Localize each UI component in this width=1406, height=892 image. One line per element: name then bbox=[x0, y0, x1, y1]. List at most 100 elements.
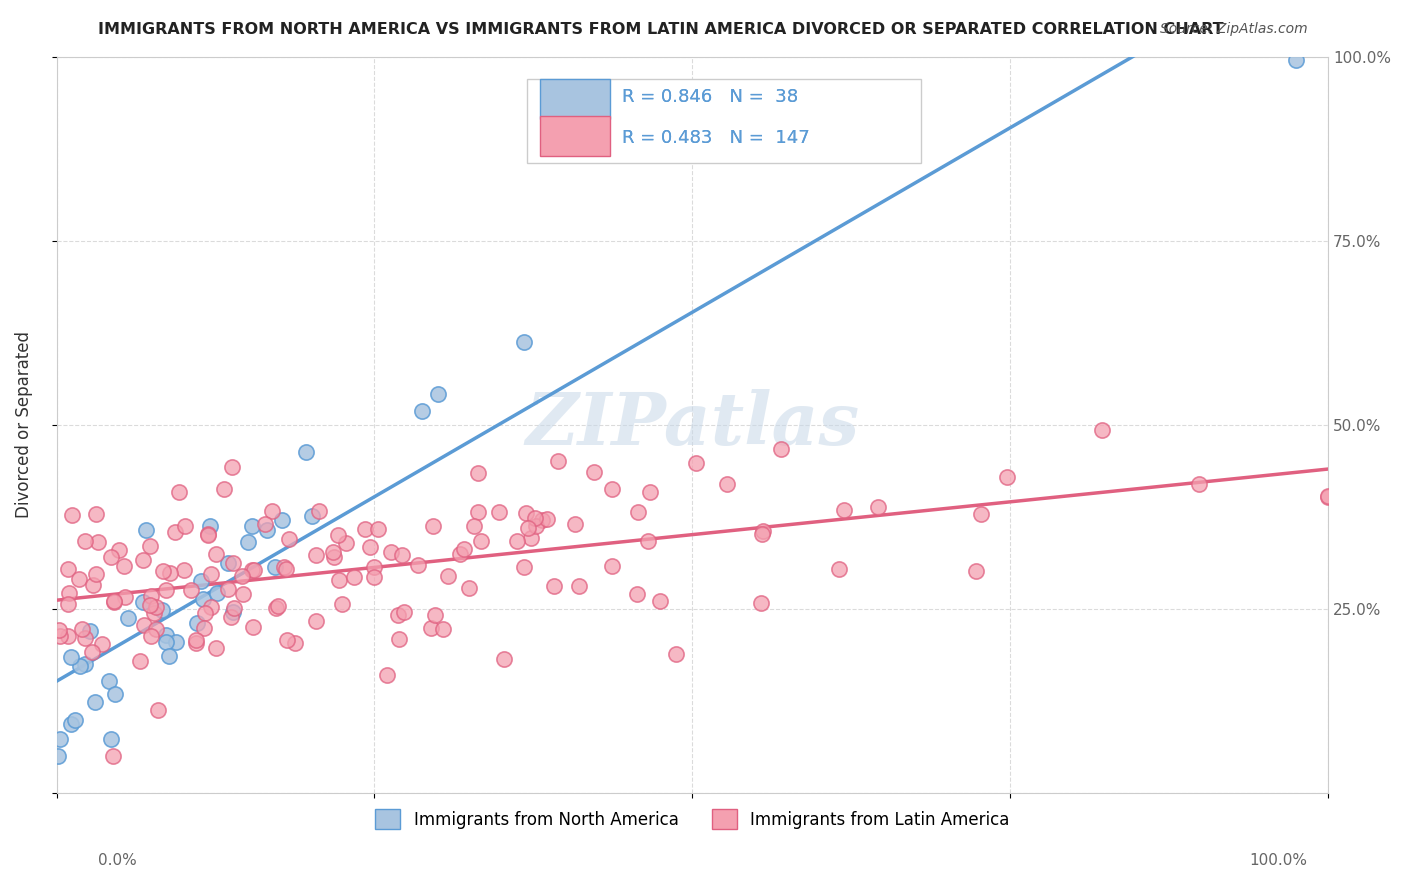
Point bbox=[295, 445, 318, 459]
Point bbox=[46, 748, 69, 763]
Point bbox=[59, 716, 82, 731]
Text: R = 0.846   N =  38: R = 0.846 N = 38 bbox=[623, 88, 799, 106]
Point bbox=[254, 517, 277, 532]
Point bbox=[637, 533, 659, 548]
Point bbox=[531, 513, 554, 527]
Point bbox=[155, 582, 177, 597]
Point bbox=[323, 549, 346, 564]
Point bbox=[174, 519, 197, 533]
Point bbox=[600, 559, 623, 574]
Point bbox=[449, 547, 471, 561]
Point bbox=[184, 636, 207, 650]
Point bbox=[145, 622, 167, 636]
Point bbox=[322, 545, 344, 559]
Point bbox=[278, 532, 301, 546]
Point bbox=[49, 731, 72, 746]
Point bbox=[284, 635, 307, 649]
Point bbox=[90, 637, 112, 651]
FancyBboxPatch shape bbox=[527, 78, 921, 163]
Point bbox=[353, 522, 375, 536]
Point bbox=[432, 622, 454, 636]
Point bbox=[67, 572, 90, 586]
Point bbox=[391, 548, 413, 562]
Point bbox=[58, 629, 80, 643]
Point bbox=[193, 621, 215, 635]
Point bbox=[523, 511, 546, 525]
Point bbox=[186, 615, 208, 630]
Point bbox=[304, 615, 326, 629]
Point bbox=[73, 533, 96, 548]
Point bbox=[167, 485, 190, 500]
Point bbox=[129, 654, 152, 668]
Point bbox=[63, 714, 86, 728]
Point bbox=[69, 658, 91, 673]
Point bbox=[150, 603, 173, 617]
Point bbox=[970, 507, 993, 521]
Point bbox=[308, 504, 330, 518]
Point bbox=[56, 597, 79, 611]
Point bbox=[103, 595, 125, 609]
Point bbox=[104, 687, 127, 701]
Text: 100.0%: 100.0% bbox=[1250, 854, 1308, 868]
Point bbox=[380, 545, 402, 559]
Point bbox=[231, 568, 253, 582]
Point bbox=[103, 594, 125, 608]
Point bbox=[146, 703, 169, 717]
Point bbox=[193, 591, 215, 606]
Point bbox=[467, 505, 489, 519]
Point bbox=[70, 622, 93, 636]
Point bbox=[770, 442, 793, 456]
Point bbox=[197, 527, 219, 541]
Point bbox=[155, 635, 177, 649]
Point bbox=[638, 485, 661, 500]
Point bbox=[506, 534, 529, 549]
Point bbox=[240, 564, 263, 578]
Point bbox=[419, 621, 441, 635]
Point bbox=[997, 469, 1019, 483]
Point bbox=[583, 465, 606, 479]
Point bbox=[411, 403, 433, 417]
Point bbox=[375, 668, 398, 682]
Point bbox=[751, 527, 773, 541]
Point bbox=[367, 522, 389, 536]
Point bbox=[828, 562, 851, 576]
Point bbox=[463, 519, 485, 533]
Text: Source: ZipAtlas.com: Source: ZipAtlas.com bbox=[1160, 22, 1308, 37]
Point bbox=[101, 748, 124, 763]
Point bbox=[165, 635, 187, 649]
Point bbox=[221, 459, 243, 474]
Point bbox=[108, 542, 131, 557]
Point bbox=[219, 610, 242, 624]
Point bbox=[274, 562, 297, 576]
Point bbox=[159, 566, 181, 580]
Point bbox=[84, 508, 107, 522]
Point bbox=[145, 599, 167, 614]
Point bbox=[470, 534, 492, 549]
Point bbox=[627, 505, 650, 519]
Point bbox=[1317, 489, 1340, 503]
Point bbox=[100, 549, 122, 564]
Point bbox=[270, 513, 292, 527]
FancyBboxPatch shape bbox=[540, 116, 610, 156]
Point bbox=[626, 587, 648, 601]
Point bbox=[423, 607, 446, 622]
Point bbox=[60, 508, 83, 522]
Point bbox=[60, 650, 83, 665]
Point bbox=[301, 509, 323, 524]
Point bbox=[832, 503, 855, 517]
Point bbox=[437, 569, 460, 583]
Point bbox=[536, 511, 558, 525]
Point bbox=[305, 548, 328, 562]
Point bbox=[240, 518, 263, 533]
Point bbox=[406, 558, 429, 572]
Point bbox=[200, 566, 222, 581]
Point bbox=[232, 587, 254, 601]
Point bbox=[100, 732, 122, 747]
Point bbox=[517, 521, 540, 535]
Legend: Immigrants from North America, Immigrants from Latin America: Immigrants from North America, Immigrant… bbox=[368, 802, 1017, 836]
Point bbox=[543, 579, 565, 593]
Point bbox=[568, 579, 591, 593]
Point bbox=[82, 577, 104, 591]
Point bbox=[564, 517, 586, 532]
Point bbox=[58, 562, 80, 576]
